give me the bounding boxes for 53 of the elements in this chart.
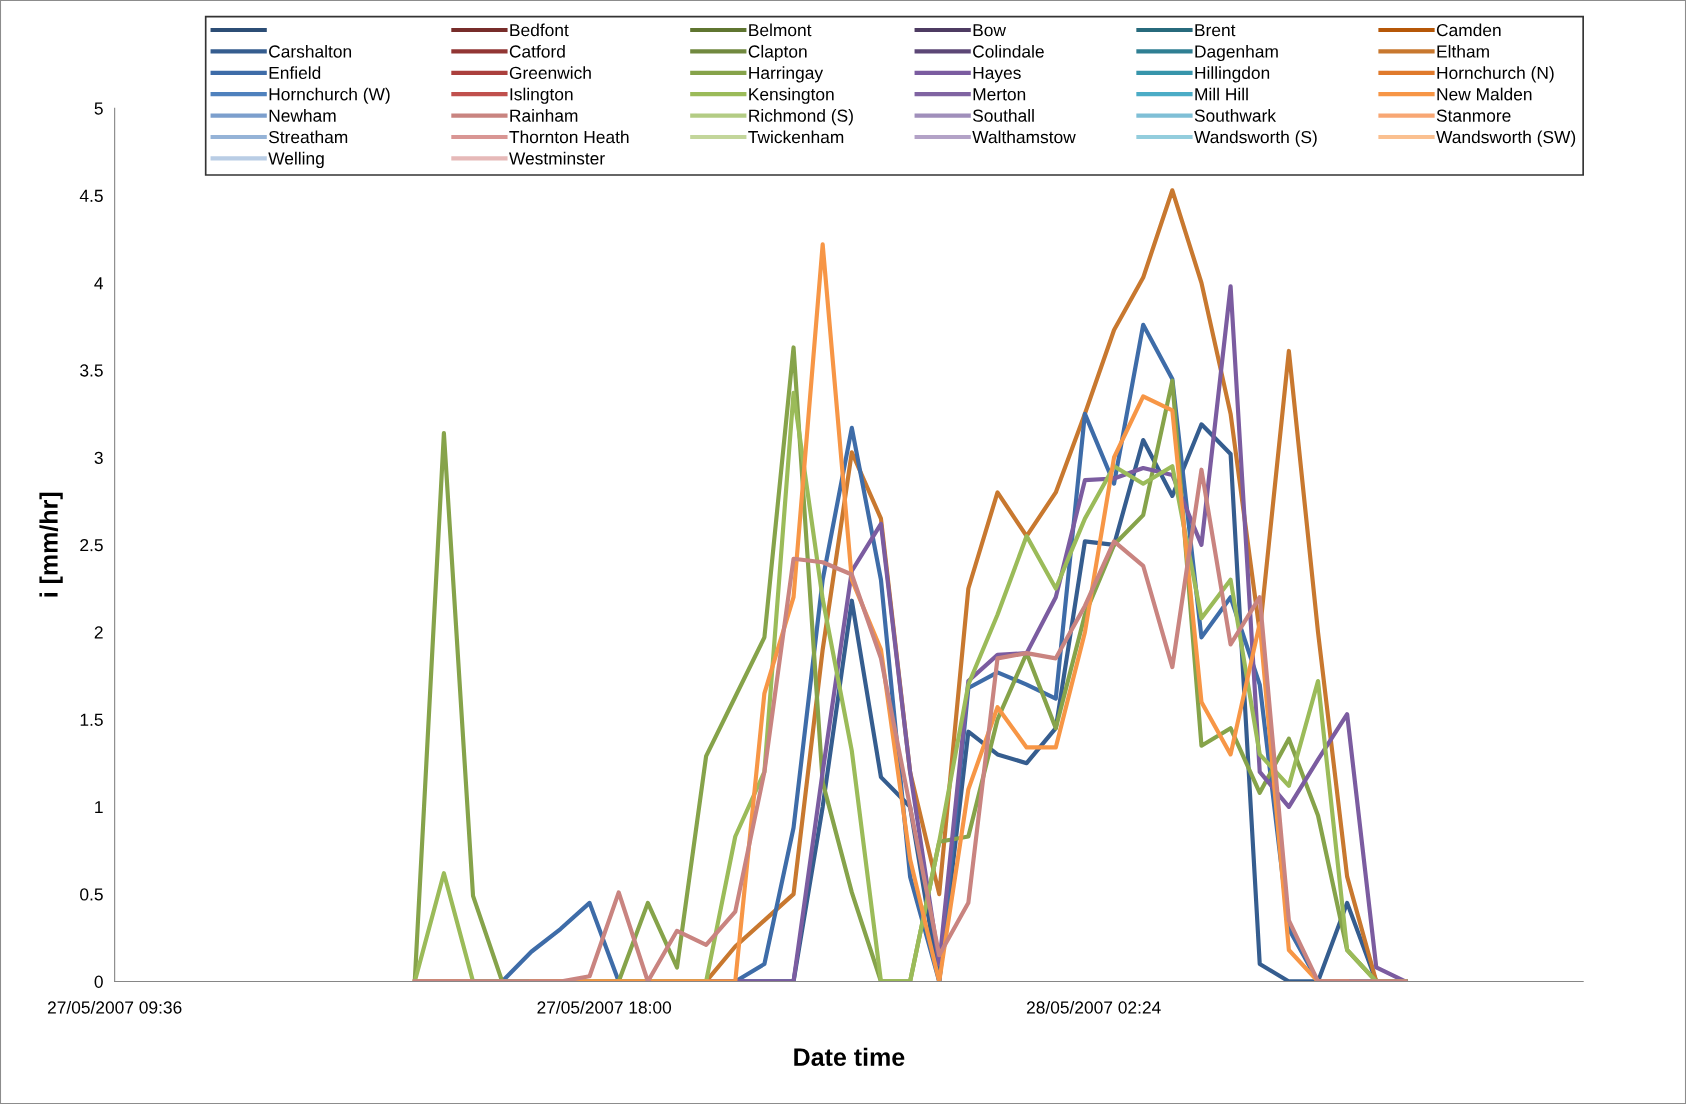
legend-label: Clapton <box>748 44 807 62</box>
legend-label: Streatham <box>268 130 348 144</box>
legend-label: Wandsworth (S) <box>1194 130 1317 147</box>
y-tick-label: 4 <box>94 277 104 290</box>
y-tick-label: 5 <box>94 102 103 115</box>
y-tick-label: 1.5 <box>80 713 103 726</box>
y-tick-label: 2 <box>94 626 103 639</box>
legend-label: Hornchurch (N) <box>1437 66 1554 83</box>
legend-label: Hornchurch (W) <box>269 87 390 104</box>
legend-label: Camden <box>1436 23 1501 37</box>
legend-label: Brent <box>1195 24 1236 37</box>
legend-label: Welling <box>268 151 324 169</box>
y-tick-label: 0 <box>94 975 103 988</box>
legend-label: Walthamstow <box>972 130 1076 144</box>
legend-label: Twickenham <box>748 130 844 144</box>
legend-label: Westminster <box>509 151 605 165</box>
legend-label: Bedfont <box>510 23 569 37</box>
y-tick-label: 4.5 <box>79 189 103 202</box>
legend-label: Newham <box>269 109 336 122</box>
legend-label: Greenwich <box>509 66 591 80</box>
y-axis-title: i [mm/hr] <box>39 492 63 597</box>
legend-label: Richmond (S) <box>749 109 853 126</box>
legend-label: New Malden <box>1437 87 1532 101</box>
legend-label: Wandsworth (SW) <box>1436 130 1576 147</box>
legend-label: Hayes <box>973 66 1021 83</box>
legend-label: Islington <box>510 87 573 104</box>
legend-label: Rainham <box>510 109 578 122</box>
legend-label: Southwark <box>1194 109 1277 122</box>
y-tick-label: 2.5 <box>80 538 103 552</box>
legend-label: Thornton Heath <box>509 130 629 144</box>
x-tick-label: 27/05/2007 09:36 <box>47 1000 182 1014</box>
legend-label: Kensington <box>749 87 834 104</box>
y-tick-label: 3.5 <box>80 364 103 377</box>
legend-label: Stanmore <box>1436 109 1511 122</box>
x-tick-label: 28/05/2007 02:24 <box>1026 1000 1161 1014</box>
x-tick-label: 27/05/2007 18:00 <box>537 1000 672 1014</box>
legend-label: Eltham <box>1437 44 1489 58</box>
y-tick-label: 3 <box>94 451 103 464</box>
legend-label: Southall <box>972 109 1034 122</box>
x-axis-title: Date time <box>794 1047 905 1066</box>
legend-label: Belmont <box>749 23 812 37</box>
legend-label: Merton <box>973 88 1026 101</box>
y-tick-label: 1 <box>95 801 103 814</box>
legend-label: Dagenham <box>1195 44 1278 62</box>
legend-label: Carshalton <box>269 44 352 58</box>
legend-label: Enfield <box>269 66 321 80</box>
y-tick-label: 0.5 <box>80 888 103 901</box>
legend-label: Bow <box>973 24 1007 37</box>
legend-label: Harringay <box>749 66 824 83</box>
legend-label: Colindale <box>973 44 1044 58</box>
legend-label: Catford <box>509 44 565 58</box>
legend-label: Hillingdon <box>1195 66 1270 83</box>
legend-label: Mill Hill <box>1195 87 1248 101</box>
